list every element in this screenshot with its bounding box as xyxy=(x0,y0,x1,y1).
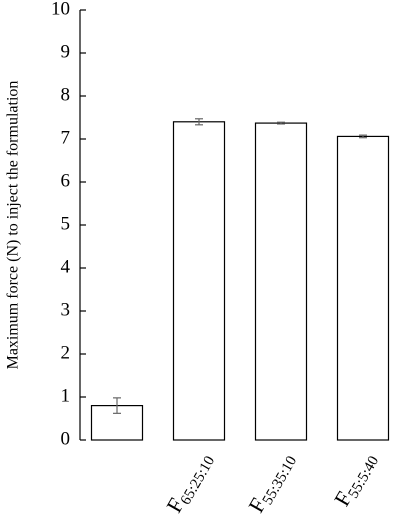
y-tick-label: 9 xyxy=(61,41,71,62)
y-tick-label: 7 xyxy=(61,127,71,148)
x-tick-label: F55:5:40 xyxy=(329,448,383,513)
bar xyxy=(172,121,226,441)
bar xyxy=(254,122,308,441)
x-tick-label: F55:35:10 xyxy=(243,448,300,518)
y-axis-label: Maximum force (N) to inject the formulat… xyxy=(5,81,22,370)
x-tick-label: F65:25:10 xyxy=(161,448,218,518)
y-tick-label: 1 xyxy=(61,385,71,406)
y-tick-label: 4 xyxy=(61,256,71,277)
bar xyxy=(336,135,390,441)
y-tick-label: 10 xyxy=(51,0,70,19)
y-tick-label: 6 xyxy=(61,170,71,191)
y-tick-label: 8 xyxy=(61,84,71,105)
y-tick-label: 2 xyxy=(61,342,71,363)
y-tick-label: 3 xyxy=(61,299,71,320)
y-tick-label: 5 xyxy=(61,213,71,234)
y-tick-label: 0 xyxy=(61,428,71,449)
